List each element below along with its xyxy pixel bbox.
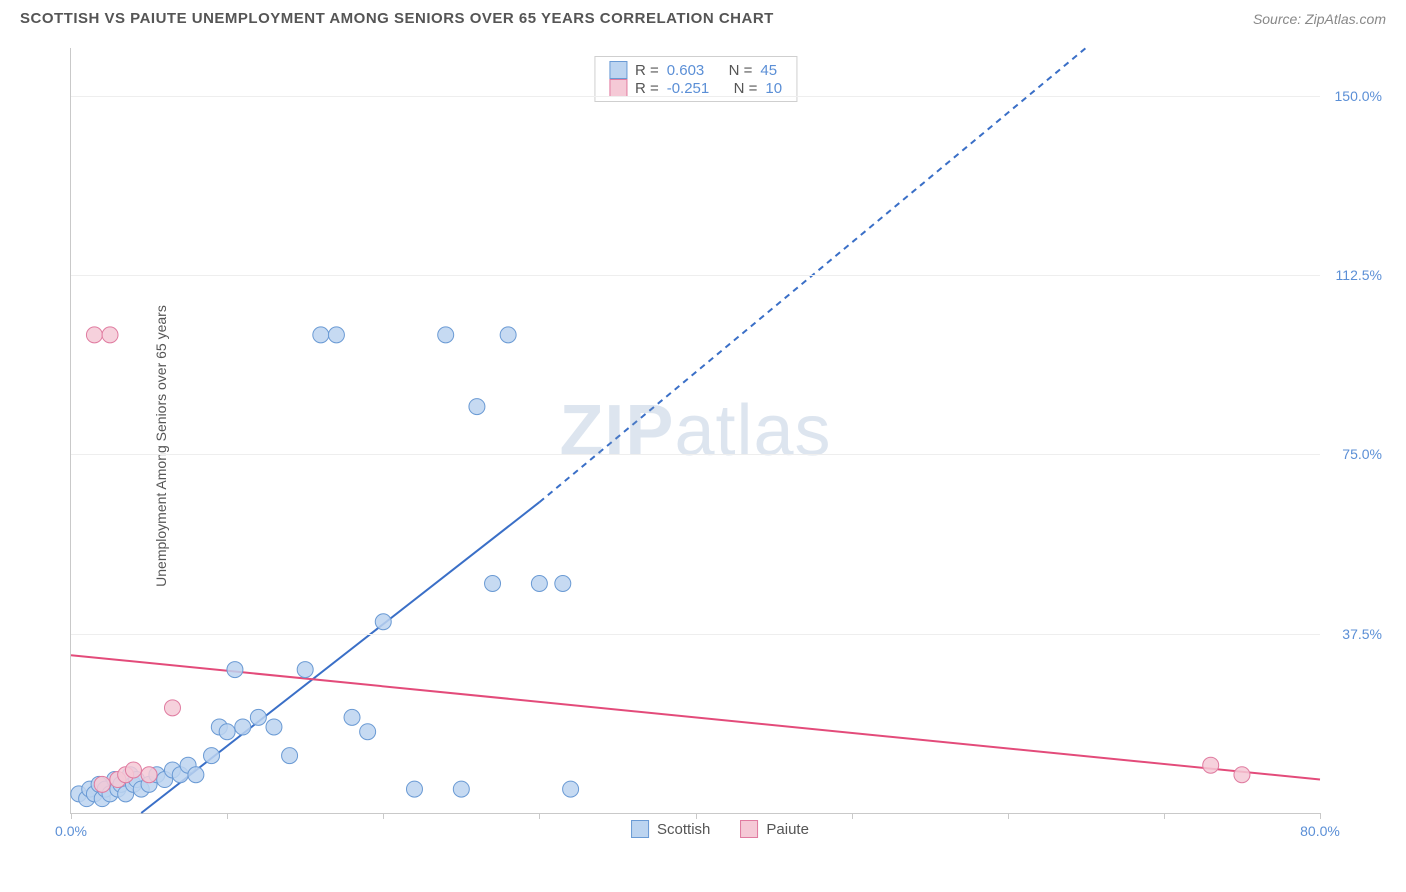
- xtick: [1164, 813, 1165, 819]
- xtick: [227, 813, 228, 819]
- chart-source: Source: ZipAtlas.com: [1253, 11, 1386, 27]
- chart-area: Unemployment Among Seniors over 65 years…: [50, 48, 1390, 844]
- data-point-paiute: [102, 327, 118, 343]
- r-label: R =: [635, 80, 659, 97]
- data-point-scottish: [453, 781, 469, 797]
- data-point-scottish: [219, 724, 235, 740]
- n-value-paiute: 10: [765, 80, 782, 97]
- data-point-paiute: [94, 776, 110, 792]
- data-point-paiute: [164, 700, 180, 716]
- data-point-scottish: [188, 767, 204, 783]
- data-point-scottish: [375, 614, 391, 630]
- xtick: [1008, 813, 1009, 819]
- legend-item-paiute: Paiute: [740, 820, 809, 838]
- data-point-scottish: [235, 719, 251, 735]
- ytick-label: 75.0%: [1342, 446, 1382, 462]
- n-label: N =: [734, 80, 758, 97]
- data-point-scottish: [313, 327, 329, 343]
- legend-swatch-scottish-bottom: [631, 820, 649, 838]
- gridline-h: [71, 275, 1320, 276]
- legend-stats-row-1: R = -0.251 N = 10: [609, 79, 782, 97]
- xtick: [539, 813, 540, 819]
- chart-title: SCOTTISH VS PAIUTE UNEMPLOYMENT AMONG SE…: [20, 10, 774, 27]
- data-point-scottish: [250, 709, 266, 725]
- r-value-paiute: -0.251: [667, 80, 710, 97]
- legend-item-scottish: Scottish: [631, 820, 710, 838]
- n-value-scottish: 45: [760, 62, 777, 79]
- xtick-label: 80.0%: [1300, 823, 1340, 839]
- plot-region: ZIPatlas R = 0.603 N = 45 R = -0.251 N =…: [70, 48, 1320, 814]
- data-point-paiute: [1203, 757, 1219, 773]
- data-point-scottish: [531, 576, 547, 592]
- legend-label-paiute: Paiute: [766, 821, 809, 838]
- legend-stats-row-0: R = 0.603 N = 45: [609, 61, 782, 79]
- gridline-h: [71, 454, 1320, 455]
- data-point-paiute: [86, 327, 102, 343]
- gridline-h: [71, 96, 1320, 97]
- ytick-label: 150.0%: [1335, 88, 1382, 104]
- legend-swatch-scottish: [609, 61, 627, 79]
- r-value-scottish: 0.603: [667, 62, 705, 79]
- data-point-scottish: [360, 724, 376, 740]
- data-point-scottish: [328, 327, 344, 343]
- data-point-scottish: [438, 327, 454, 343]
- data-point-scottish: [282, 748, 298, 764]
- n-label: N =: [729, 62, 753, 79]
- xtick: [71, 813, 72, 819]
- data-point-scottish: [344, 709, 360, 725]
- xtick: [696, 813, 697, 819]
- ytick-label: 112.5%: [1336, 267, 1382, 283]
- r-label: R =: [635, 62, 659, 79]
- legend-swatch-paiute: [609, 79, 627, 97]
- xtick: [1320, 813, 1321, 819]
- data-point-scottish: [469, 399, 485, 415]
- data-point-scottish: [297, 662, 313, 678]
- data-point-scottish: [555, 576, 571, 592]
- legend-swatch-paiute-bottom: [740, 820, 758, 838]
- trend-line-scottish: [141, 502, 539, 813]
- xtick: [383, 813, 384, 819]
- xtick-label: 0.0%: [55, 823, 87, 839]
- data-point-scottish: [266, 719, 282, 735]
- data-point-scottish: [204, 748, 220, 764]
- data-point-scottish: [500, 327, 516, 343]
- data-point-paiute: [125, 762, 141, 778]
- data-point-paiute: [141, 767, 157, 783]
- chart-header: SCOTTISH VS PAIUTE UNEMPLOYMENT AMONG SE…: [0, 0, 1406, 33]
- legend-label-scottish: Scottish: [657, 821, 710, 838]
- plot-svg: [71, 48, 1320, 813]
- ytick-label: 37.5%: [1342, 626, 1382, 642]
- data-point-paiute: [1234, 767, 1250, 783]
- data-point-scottish: [485, 576, 501, 592]
- gridline-h: [71, 634, 1320, 635]
- legend-series: Scottish Paiute: [631, 820, 809, 838]
- data-point-scottish: [406, 781, 422, 797]
- xtick: [852, 813, 853, 819]
- data-point-scottish: [227, 662, 243, 678]
- data-point-scottish: [563, 781, 579, 797]
